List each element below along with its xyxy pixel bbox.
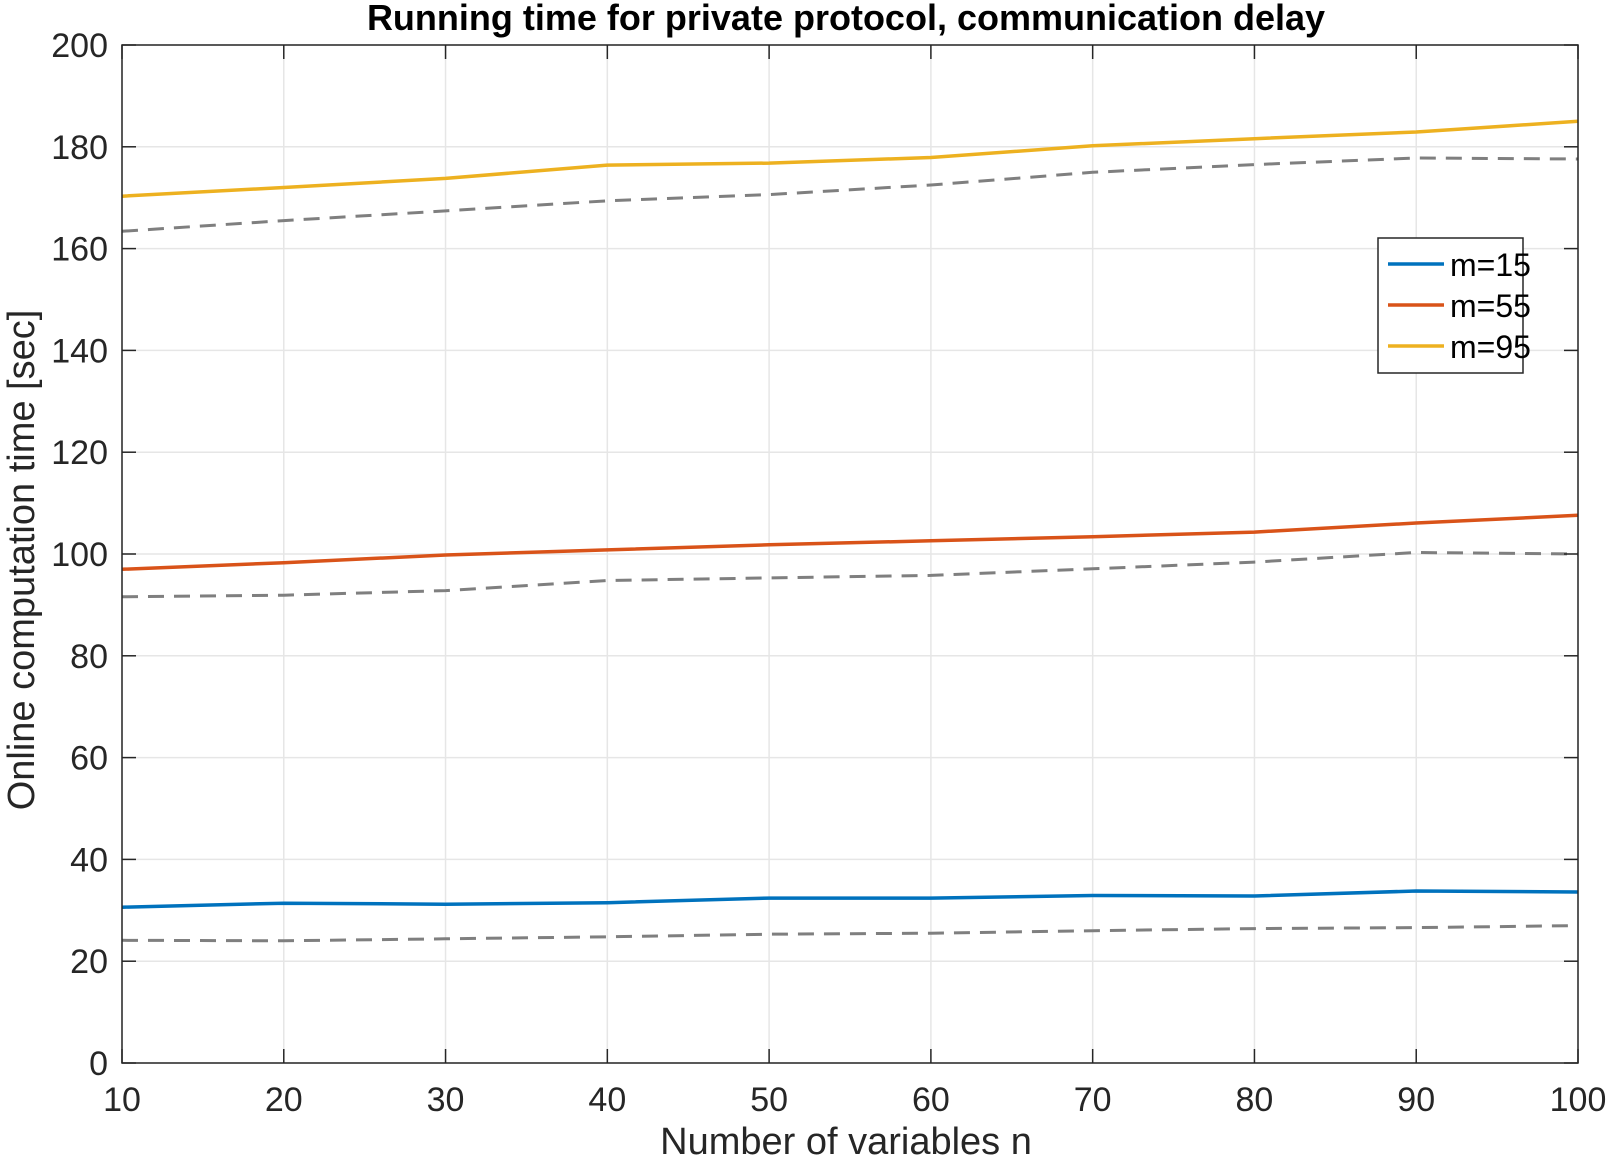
reference-dashed-line [121, 924, 1579, 943]
series-line-m-95 [121, 119, 1579, 198]
y-tick-label: 60 [70, 740, 108, 778]
chart-title: Running time for private protocol, commu… [367, 0, 1325, 38]
legend-label: m=95 [1450, 329, 1531, 365]
x-tick-label: 80 [1236, 1081, 1274, 1119]
series-line-m-15 [121, 889, 1579, 909]
y-tick-label: 140 [51, 332, 108, 370]
y-tick-label: 180 [51, 129, 108, 167]
x-tick-label: 70 [1074, 1081, 1112, 1119]
reference-dashed-line [121, 156, 1579, 233]
y-tick-label: 0 [89, 1045, 108, 1083]
reference-dashed-line [121, 551, 1579, 599]
axis-ticks: 10 20 30 40 50 60 70 80 90 100 0 20 40 60 80 100 120 140 1… [51, 27, 1606, 1119]
series-group [121, 119, 1579, 943]
x-tick-label: 90 [1397, 1081, 1435, 1119]
y-tick-label: 120 [51, 434, 108, 472]
y-tick-label: 80 [70, 638, 108, 676]
x-tick-label: 10 [103, 1081, 141, 1119]
y-tick-label: 100 [51, 536, 108, 574]
y-tick-label: 200 [51, 27, 108, 65]
x-tick-label: 60 [912, 1081, 950, 1119]
legend: m=15 m=55 m=95 [1377, 237, 1531, 374]
x-axis-label: Number of variables n [660, 1121, 1032, 1163]
y-tick-label: 40 [70, 841, 108, 879]
series-line-m-55 [121, 513, 1579, 572]
x-tick-label: 50 [750, 1081, 788, 1119]
y-tick-label: 160 [51, 231, 108, 269]
x-tick-label: 20 [265, 1081, 303, 1119]
x-tick-label: 40 [588, 1081, 626, 1119]
y-axis-label: Online computation time [sec] [1, 310, 43, 811]
legend-label: m=15 [1450, 247, 1531, 283]
x-tick-label: 100 [1550, 1081, 1606, 1119]
legend-label: m=55 [1450, 288, 1531, 324]
y-tick-label: 20 [70, 943, 108, 981]
x-tick-label: 30 [427, 1081, 465, 1119]
